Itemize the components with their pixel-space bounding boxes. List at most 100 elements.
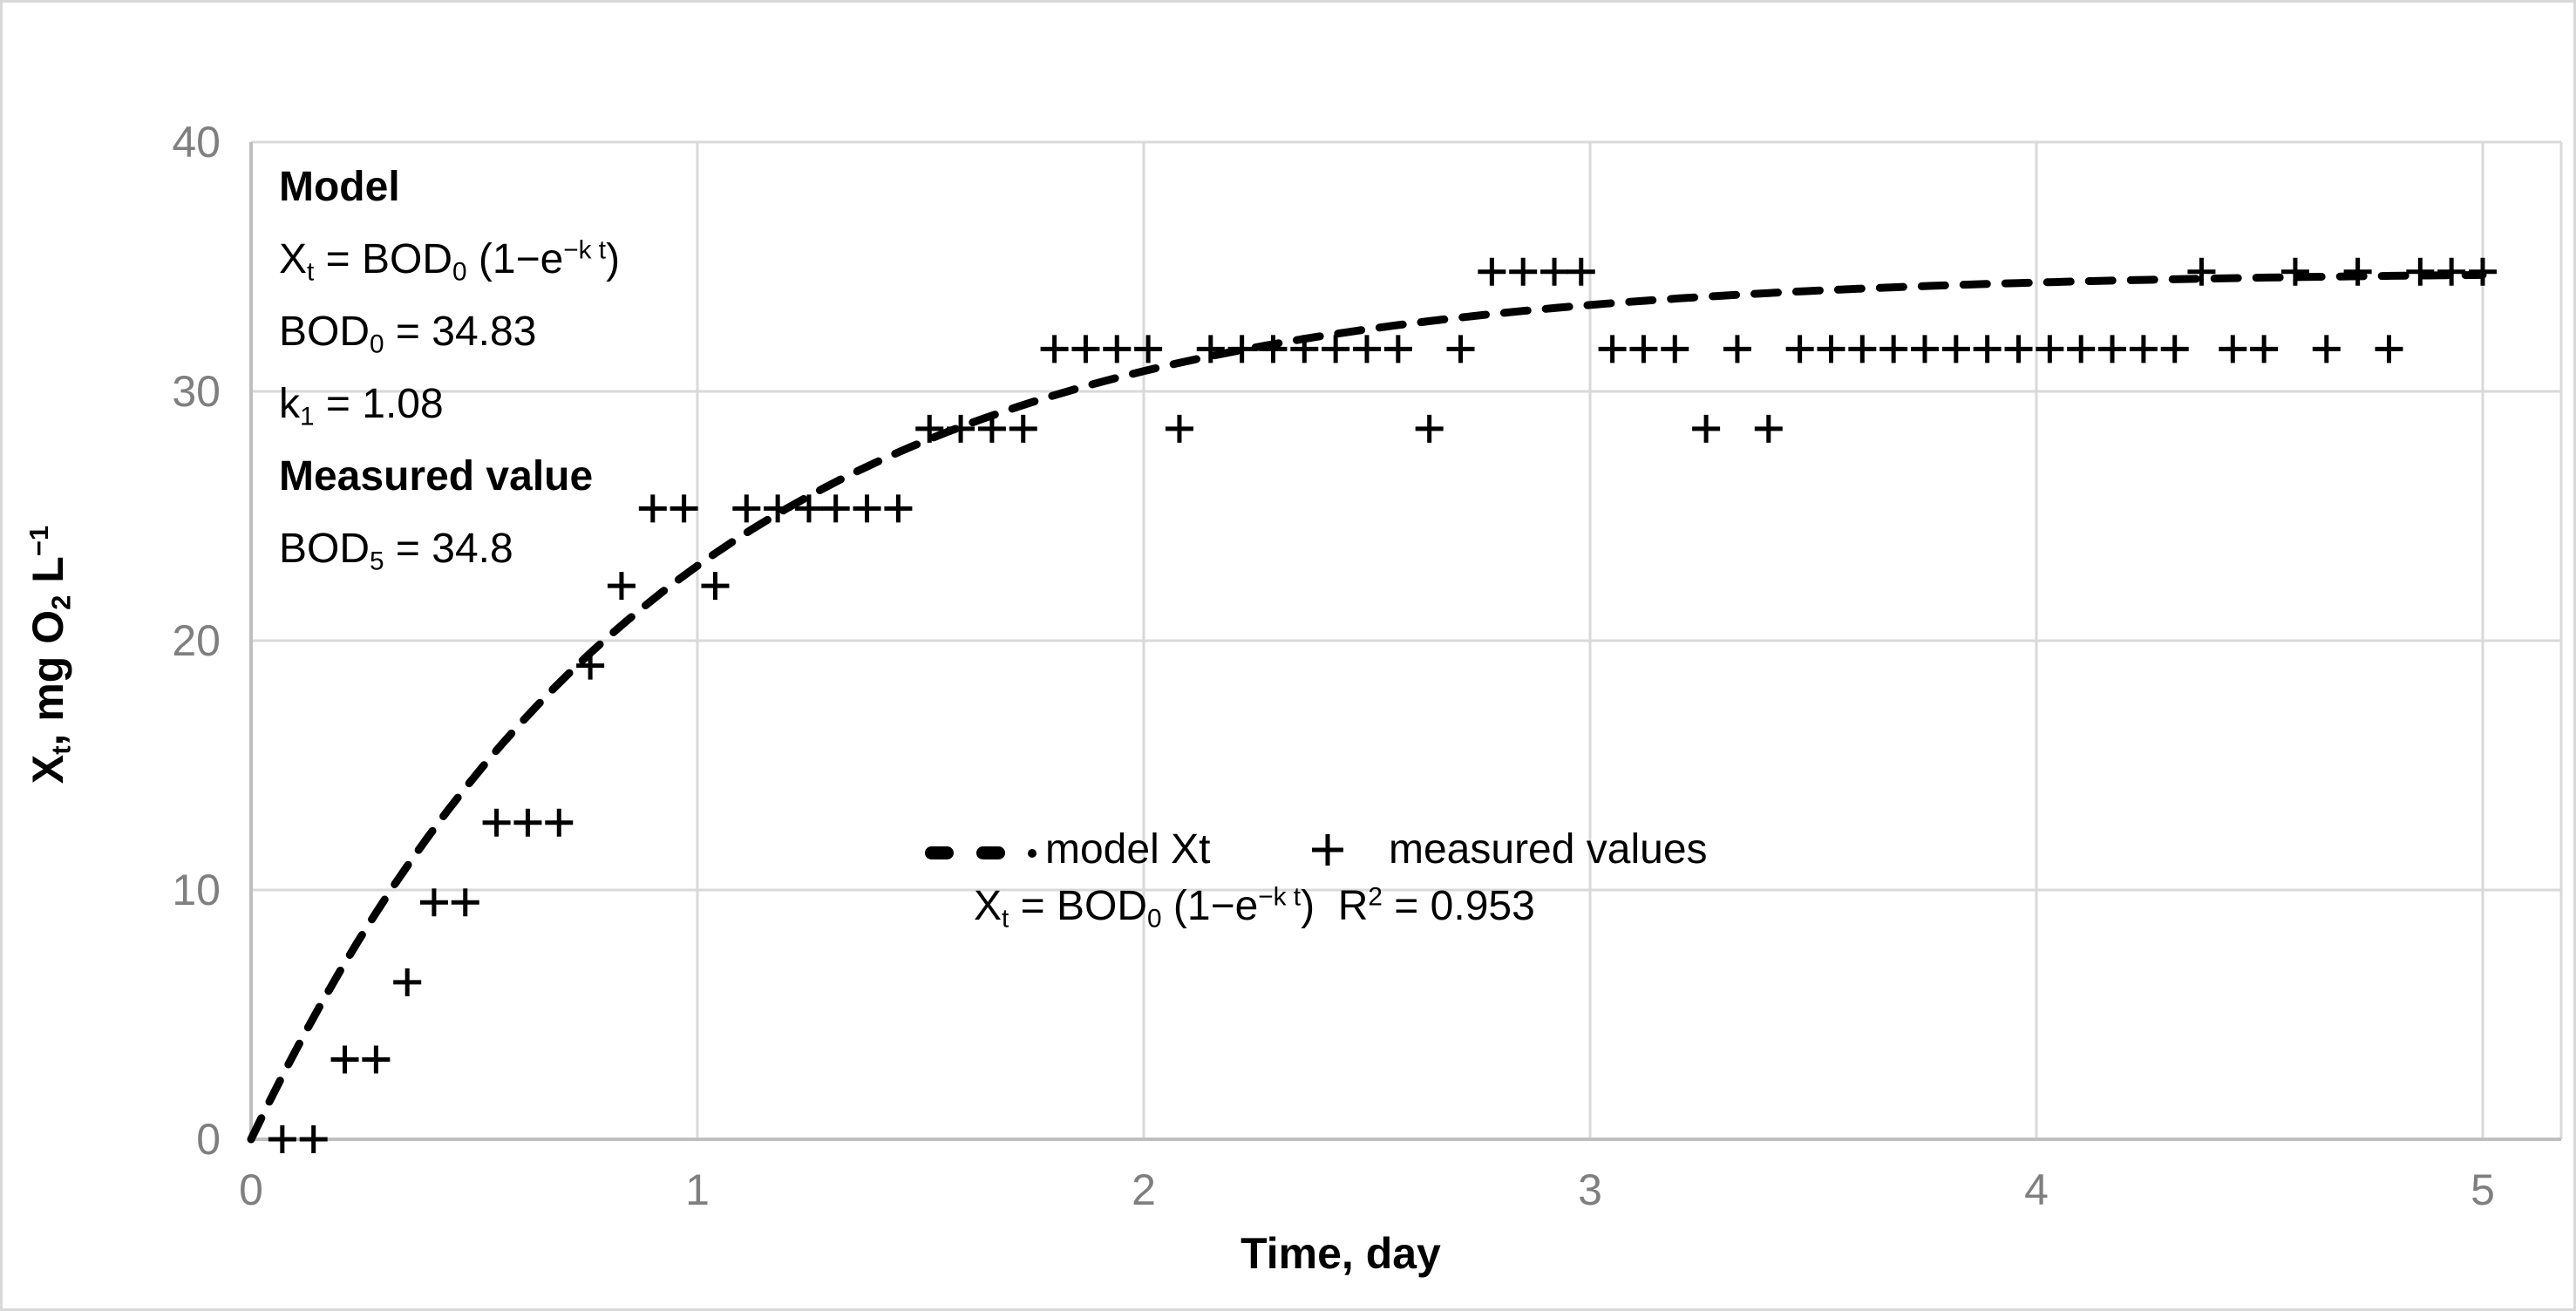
measured-point-marker bbox=[795, 494, 823, 523]
measured-point-marker bbox=[2343, 257, 2372, 286]
measured-point-marker bbox=[1629, 335, 1658, 363]
measured-point-marker bbox=[607, 572, 636, 601]
measured-point-marker bbox=[764, 494, 792, 523]
measured-point-marker bbox=[638, 494, 667, 523]
y-tick-label: 40 bbox=[172, 118, 221, 166]
measured-point-marker bbox=[2067, 335, 2096, 363]
fit-equation: Xt = BOD0 (1−e−k t) R2 = 0.953 bbox=[974, 882, 1535, 934]
measured-point-marker bbox=[393, 968, 422, 996]
measured-point-marker bbox=[1848, 335, 1877, 363]
measured-point-marker bbox=[669, 494, 698, 523]
measured-point-marker bbox=[1290, 335, 1319, 363]
measured-point-marker bbox=[1134, 335, 1163, 363]
measured-point-marker bbox=[853, 494, 881, 523]
annotation-line-bod0: BOD0 = 34.83 bbox=[279, 309, 537, 359]
measured-point-marker bbox=[1567, 257, 1595, 286]
measured-point-marker bbox=[482, 808, 511, 837]
annotation-line-formula: Xt = BOD0 (1−e−k t) bbox=[279, 235, 621, 287]
x-tick-label: 5 bbox=[2471, 1165, 2495, 1214]
measured-point-marker bbox=[1322, 335, 1350, 363]
y-tick-label: 0 bbox=[196, 1115, 221, 1164]
x-axis-title: Time, day bbox=[1240, 1229, 1441, 1278]
measured-point-marker bbox=[2129, 335, 2158, 363]
x-tick-label: 0 bbox=[239, 1165, 263, 1214]
measured-point-marker bbox=[419, 888, 448, 917]
measured-point-marker bbox=[545, 808, 574, 837]
measured-point-marker bbox=[1879, 335, 1908, 363]
measured-point-marker bbox=[915, 414, 944, 443]
annotation-line-measured: Measured value bbox=[279, 453, 594, 499]
measured-point-marker bbox=[1723, 335, 1751, 363]
measured-point-marker bbox=[362, 1045, 391, 1074]
measured-point-marker bbox=[1941, 335, 1970, 363]
x-tick-label: 1 bbox=[685, 1165, 710, 1214]
measured-point-marker bbox=[576, 651, 605, 680]
annotation-line-model: Model bbox=[279, 164, 400, 210]
measured-point-marker bbox=[1227, 335, 1256, 363]
measured-point-marker bbox=[1785, 335, 1814, 363]
plot-area bbox=[247, 140, 2563, 1153]
measured-point-marker bbox=[2250, 335, 2279, 363]
measured-point-marker bbox=[1911, 335, 1939, 363]
measured-point-marker bbox=[2469, 257, 2497, 286]
legend-measured-label: measured values bbox=[1389, 826, 1708, 873]
measured-point-marker bbox=[1973, 335, 2002, 363]
measured-point-marker bbox=[1040, 335, 1069, 363]
y-tick-label: 20 bbox=[172, 616, 221, 665]
measured-point-marker bbox=[2036, 335, 2064, 363]
measured-point-marker bbox=[1661, 335, 1689, 363]
annotation-line-k1: k1 = 1.08 bbox=[279, 381, 444, 431]
x-tick-label: 4 bbox=[2024, 1165, 2049, 1214]
measured-point-marker bbox=[513, 808, 542, 837]
measured-point-marker bbox=[451, 888, 479, 917]
measured-point-marker bbox=[732, 494, 761, 523]
measured-point-marker bbox=[977, 414, 1006, 443]
legend-dot-icon bbox=[1028, 848, 1037, 858]
measured-point-marker bbox=[1817, 335, 1845, 363]
measured-point-marker bbox=[1353, 335, 1381, 363]
legend-model-line-sample bbox=[925, 846, 1037, 859]
measured-point-marker bbox=[2160, 335, 2189, 363]
measured-point-marker bbox=[2098, 335, 2127, 363]
measured-point-marker bbox=[1196, 335, 1225, 363]
y-tick-label: 10 bbox=[172, 866, 221, 914]
measured-point-marker bbox=[2375, 335, 2403, 363]
measured-point-marker bbox=[2004, 335, 2033, 363]
model-annotation: Model Xt = BOD0 (1−e−k t) BOD0 = 34.83 k… bbox=[279, 151, 620, 585]
y-axis-title: Xt, mg O2 L−1 bbox=[23, 525, 77, 785]
measured-point-marker bbox=[1103, 335, 1132, 363]
measured-point-marker bbox=[330, 1045, 359, 1074]
measured-point-marker bbox=[701, 572, 730, 601]
measured-point-marker bbox=[1754, 414, 1783, 443]
measured-point-marker bbox=[2437, 257, 2466, 286]
measured-point-marker bbox=[1478, 257, 1506, 286]
legend-dash-icon bbox=[976, 846, 1005, 859]
measured-point-marker bbox=[2187, 257, 2216, 286]
x-tick-label: 2 bbox=[1132, 1165, 1156, 1214]
measured-point-marker bbox=[268, 1125, 296, 1153]
measured-point-marker bbox=[1446, 335, 1475, 363]
measured-point-marker bbox=[1415, 414, 1444, 443]
measured-point-marker bbox=[2406, 257, 2435, 286]
measured-point-marker bbox=[1071, 335, 1100, 363]
legend-model-label: model Xt bbox=[1045, 826, 1211, 873]
y-tick-label: 30 bbox=[172, 367, 221, 416]
measured-point-marker bbox=[947, 414, 975, 443]
model-curve bbox=[247, 270, 2487, 1144]
measured-point-marker bbox=[1009, 414, 1037, 443]
x-tick-label: 3 bbox=[1578, 1165, 1602, 1214]
measured-point-marker bbox=[2219, 335, 2247, 363]
measured-point-marker bbox=[1540, 257, 1569, 286]
measured-point-marker bbox=[1165, 414, 1193, 443]
measured-point-marker bbox=[299, 1125, 328, 1153]
legend-dash-icon bbox=[925, 846, 954, 859]
measured-point-marker bbox=[821, 494, 850, 523]
measured-point-marker bbox=[1692, 414, 1721, 443]
measured-point-marker bbox=[1259, 335, 1288, 363]
measured-point-marker bbox=[884, 494, 913, 523]
measured-point-marker bbox=[2312, 335, 2341, 363]
measured-point-marker bbox=[2280, 257, 2309, 286]
annotation-line-bod5: BOD5 = 34.8 bbox=[279, 526, 513, 576]
legend-plus-marker-icon bbox=[1312, 834, 1343, 866]
